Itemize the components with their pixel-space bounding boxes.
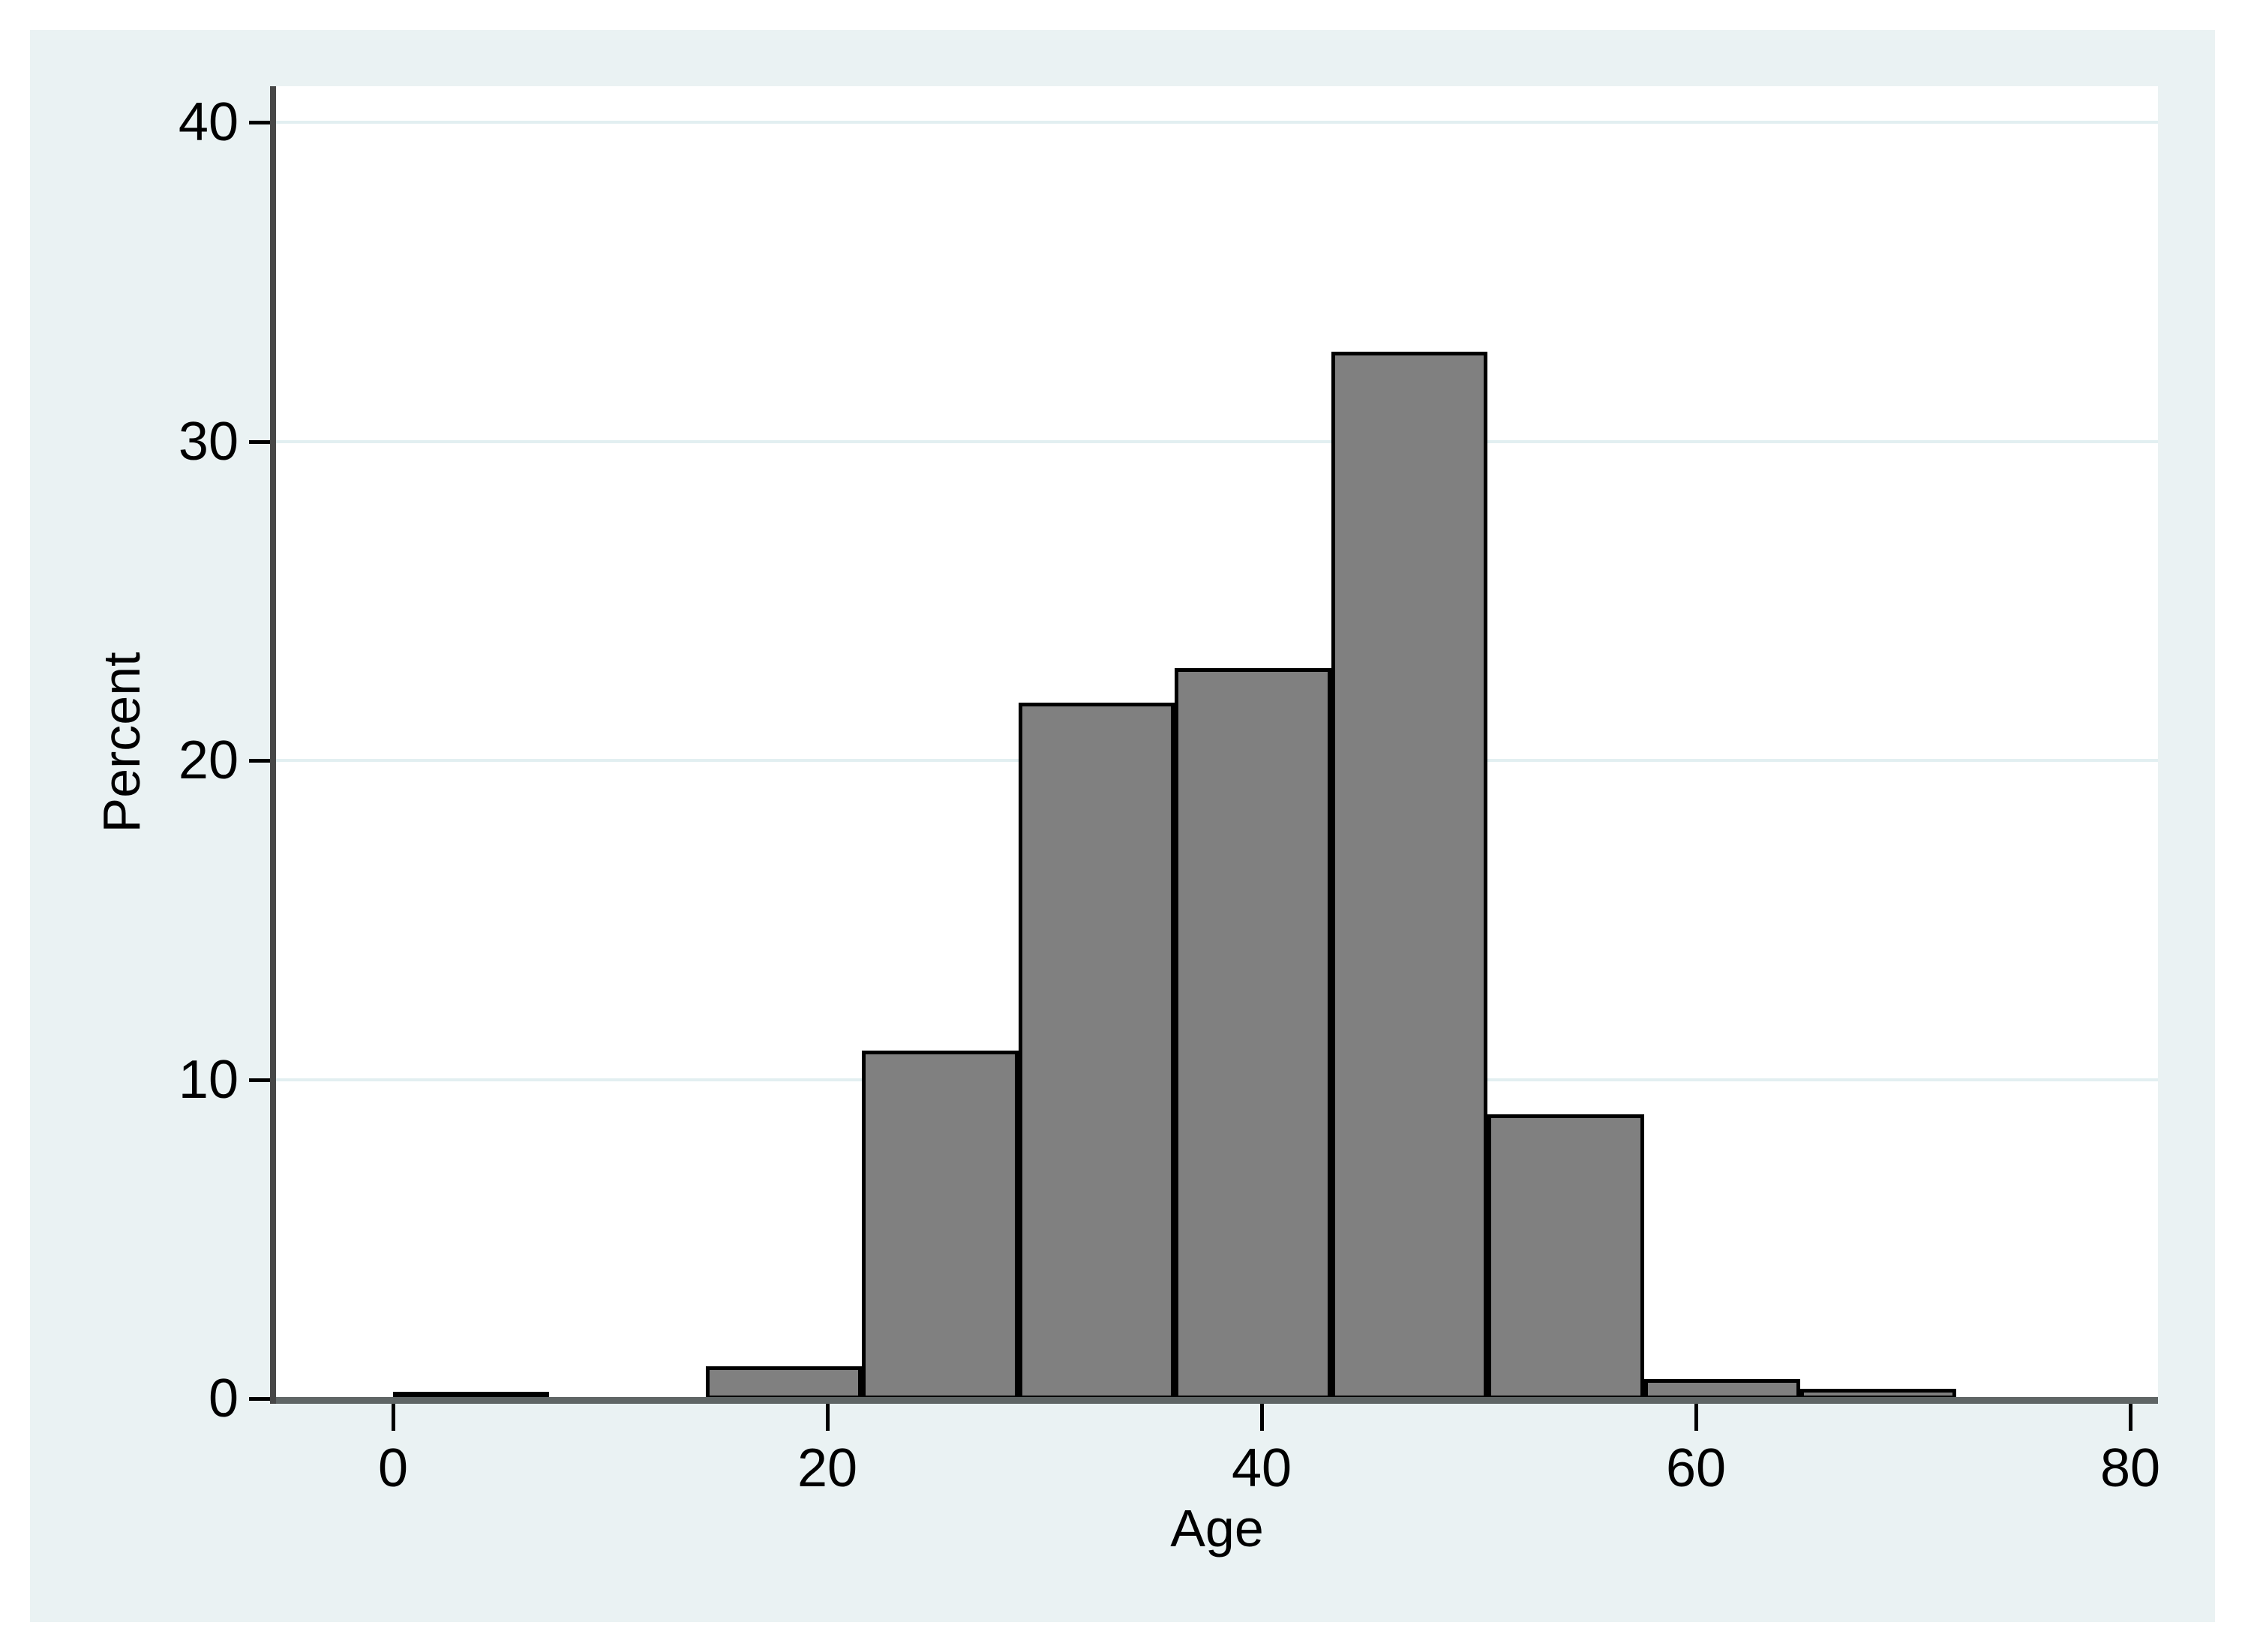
- plot-panel: Percent Age 0 10 20 30 40 0 20 40 60 80: [30, 30, 2215, 1622]
- y-tick-mark: [249, 1078, 270, 1082]
- x-axis-tick-label: 60: [1665, 1438, 1727, 1498]
- x-tick-mark: [392, 1404, 395, 1431]
- x-tick-mark: [826, 1404, 830, 1431]
- y-tick-mark: [249, 1397, 270, 1401]
- x-axis-tick-label: 40: [1231, 1438, 1292, 1498]
- x-tick-mark: [1694, 1404, 1698, 1431]
- histogram-bar: [1018, 703, 1175, 1399]
- histogram-bar: [1487, 1114, 1644, 1399]
- y-axis-tick-label: 30: [178, 411, 239, 472]
- histogram-bar: [1643, 1379, 1800, 1399]
- y-tick-mark: [249, 439, 270, 444]
- y-tick-mark: [249, 121, 270, 124]
- x-axis-line: [276, 1397, 2158, 1404]
- x-tick-mark: [1260, 1404, 1264, 1431]
- x-axis-tick-label: 0: [377, 1438, 409, 1498]
- histogram-bar: [862, 1051, 1019, 1399]
- y-axis-tick-label: 20: [178, 730, 239, 790]
- x-axis-tick-label: 20: [797, 1438, 858, 1498]
- histogram-bar: [705, 1366, 863, 1399]
- y-gridline: [276, 121, 2158, 124]
- y-gridline: [276, 439, 2158, 443]
- histogram-bar: [1175, 667, 1331, 1399]
- y-axis-tick-label: 0: [208, 1369, 239, 1429]
- x-axis-tick-label: 80: [2099, 1438, 2161, 1498]
- y-axis-line: [270, 86, 276, 1404]
- x-axis-title: Age: [1170, 1499, 1264, 1558]
- y-axis-tick-label: 10: [178, 1049, 239, 1110]
- x-tick-mark: [2129, 1404, 2132, 1431]
- histogram-bar: [1331, 352, 1488, 1399]
- y-tick-mark: [249, 759, 270, 763]
- y-axis-tick-label: 40: [178, 92, 239, 152]
